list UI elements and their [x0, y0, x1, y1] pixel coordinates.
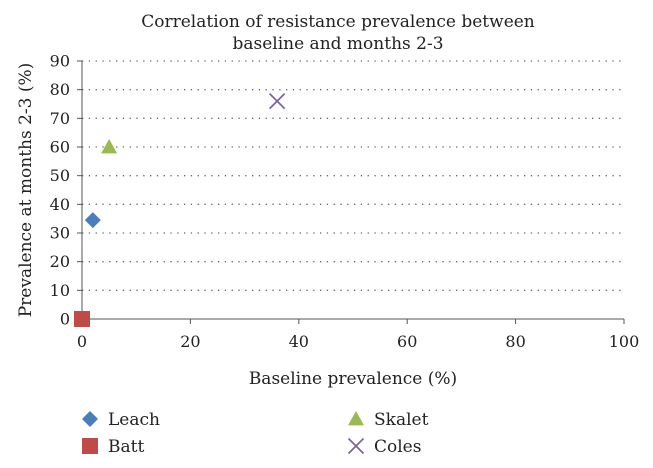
y-tick-label-60: 60 — [50, 138, 70, 157]
legend-item-skalet: Skalet — [348, 410, 429, 430]
gridlines — [82, 60, 624, 291]
legend-marker-batt — [82, 438, 98, 454]
legend: Leach Batt Skalet Coles — [82, 410, 429, 457]
x-tick-label-20: 20 — [180, 332, 200, 351]
chart-title: Correlation of resistance prevalence bet… — [141, 12, 535, 54]
data-points — [74, 93, 286, 327]
x-tick-labels: 0 20 40 60 80 100 — [77, 332, 639, 351]
y-axis-label: Prevalence at months 2-3 (%) — [16, 63, 36, 318]
legend-item-leach: Leach — [82, 410, 160, 430]
y-tick-label-40: 40 — [50, 195, 70, 214]
y-tick-label-70: 70 — [50, 109, 70, 128]
legend-item-batt: Batt — [82, 437, 144, 457]
chart-title-line-1: Correlation of resistance prevalence bet… — [141, 12, 535, 32]
legend-item-coles: Coles — [347, 437, 421, 457]
data-point-skalet-0 — [101, 139, 118, 154]
data-point-leach-0 — [84, 212, 101, 229]
y-tick-label-0: 0 — [60, 310, 70, 329]
x-tick-label-0: 0 — [77, 332, 87, 351]
legend-marker-leach — [82, 411, 98, 427]
chart-title-line-2: baseline and months 2-3 — [232, 34, 443, 54]
x-tick-label-60: 60 — [397, 332, 417, 351]
y-tick-labels: 0 10 20 30 40 50 60 70 80 90 — [50, 52, 70, 329]
legend-label-batt: Batt — [108, 437, 144, 457]
x-tick-label-40: 40 — [289, 332, 309, 351]
legend-marker-coles — [347, 437, 365, 455]
legend-label-leach: Leach — [108, 410, 160, 430]
x-tick-label-100: 100 — [609, 332, 640, 351]
x-axis-label: Baseline prevalence (%) — [249, 369, 457, 389]
y-tick-label-10: 10 — [50, 281, 70, 300]
legend-marker-skalet — [348, 411, 364, 426]
legend-label-coles: Coles — [374, 437, 421, 457]
legend-label-skalet: Skalet — [374, 410, 429, 430]
y-tick-label-80: 80 — [50, 80, 70, 99]
data-point-batt-0 — [74, 311, 90, 327]
axes — [77, 60, 625, 324]
x-tick-label-80: 80 — [505, 332, 525, 351]
y-tick-label-50: 50 — [50, 166, 70, 185]
y-tick-label-20: 20 — [50, 252, 70, 271]
y-tick-label-90: 90 — [50, 52, 70, 71]
y-tick-label-30: 30 — [50, 224, 70, 243]
data-point-coles-0 — [269, 93, 286, 110]
